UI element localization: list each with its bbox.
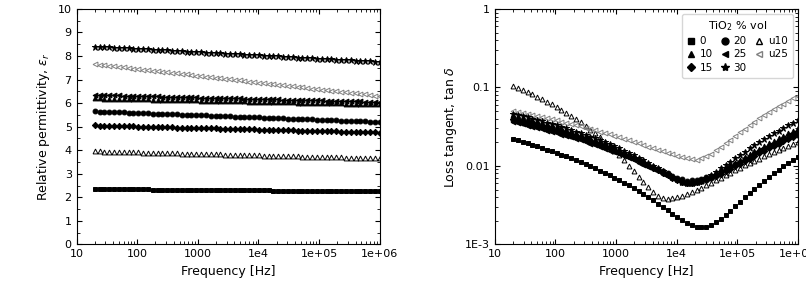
Y-axis label: Relative permittivity, $\epsilon_r$: Relative permittivity, $\epsilon_r$ xyxy=(35,52,52,201)
X-axis label: Frequency [Hz]: Frequency [Hz] xyxy=(181,265,276,278)
X-axis label: Frequency [Hz]: Frequency [Hz] xyxy=(599,265,694,278)
Legend: 0, 10, 15, 20, 25, 30, u10, u25: 0, 10, 15, 20, 25, 30, u10, u25 xyxy=(682,14,793,78)
Y-axis label: Loss tangent, tan $\delta$: Loss tangent, tan $\delta$ xyxy=(443,66,459,188)
